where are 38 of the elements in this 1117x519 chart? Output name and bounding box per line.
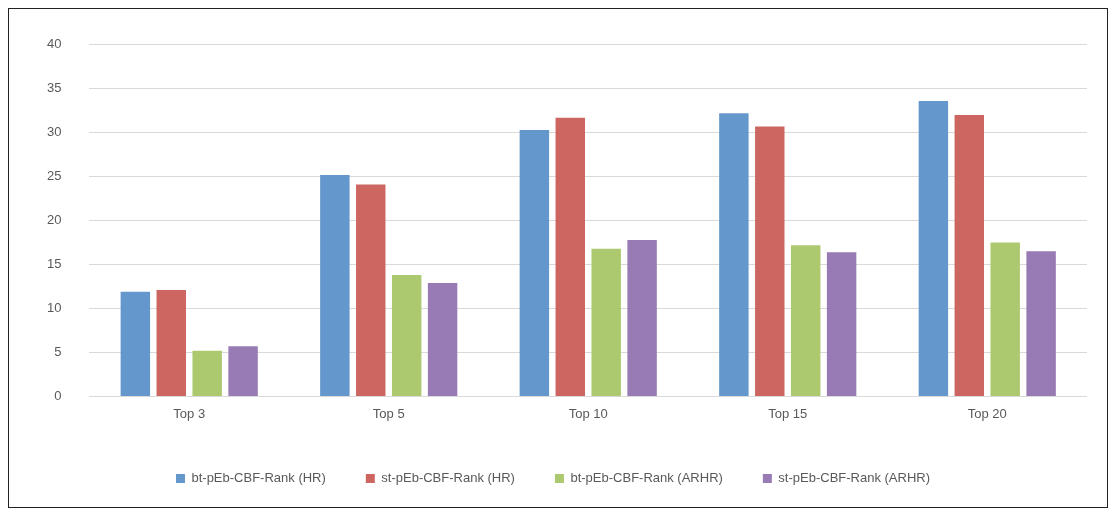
- y-tick-label: 20: [46, 212, 62, 228]
- bar: [826, 252, 857, 396]
- bar: [156, 290, 186, 396]
- legend-label: st-pEb-CBF-Rank (ARHR): [778, 470, 931, 486]
- x-tick-label: Top 10: [568, 405, 608, 421]
- bar: [790, 245, 821, 396]
- bar: [627, 239, 657, 396]
- legend-label: st-pEb-CBF-Rank (HR): [381, 470, 515, 486]
- y-tick-label: 0: [54, 387, 62, 403]
- legend-label: bt-pEb-CBF-Rank (HR): [191, 470, 326, 486]
- bar: [918, 101, 949, 396]
- x-tick-label: Top 5: [372, 405, 405, 421]
- bar: [755, 126, 785, 396]
- x-tick-label: Top 15: [768, 405, 808, 421]
- bar: [228, 346, 258, 396]
- bar: [391, 275, 422, 396]
- y-tick-label: 30: [46, 124, 62, 140]
- bar: [990, 242, 1020, 396]
- y-tick-label: 35: [46, 80, 62, 96]
- bar: [427, 283, 458, 396]
- x-tick-label: Top 3: [173, 405, 206, 421]
- y-tick-label: 25: [46, 168, 62, 184]
- legend-label: bt-pEb-CBF-Rank (ARHR): [570, 470, 723, 486]
- bar: [519, 130, 550, 396]
- bar: [954, 115, 985, 396]
- bar: [719, 113, 749, 396]
- y-tick-label: 5: [54, 344, 62, 360]
- y-tick-label: 15: [46, 256, 62, 272]
- bar: [1026, 251, 1056, 396]
- bar: [320, 174, 350, 396]
- bar: [555, 117, 585, 396]
- y-tick-label: 40: [46, 36, 62, 52]
- bar: [120, 291, 151, 396]
- bar: [591, 248, 621, 396]
- bar: [356, 184, 386, 396]
- x-tick-label: Top 20: [967, 405, 1007, 421]
- y-tick-label: 10: [46, 300, 62, 316]
- bar: [192, 350, 222, 396]
